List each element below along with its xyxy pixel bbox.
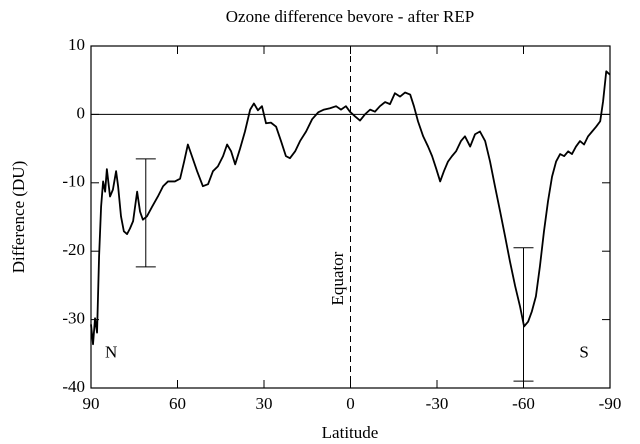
x-tick-label: 0 [346, 394, 355, 413]
y-tick-label: -40 [62, 377, 85, 396]
chart-title: Ozone difference bevore - after REP [226, 7, 474, 26]
x-tick-label: -90 [599, 394, 622, 413]
y-axis-label: Difference (DU) [9, 161, 28, 273]
y-tick-label: -30 [62, 309, 85, 328]
y-tick-label: -20 [62, 240, 85, 259]
y-tick-label: -10 [62, 172, 85, 191]
annotation: N [105, 343, 117, 362]
y-tick-label: 10 [68, 35, 85, 54]
annotation: Equator [328, 251, 347, 305]
x-axis-label: Latitude [322, 423, 379, 442]
y-tick-label: 0 [77, 103, 86, 122]
x-tick-label: -60 [512, 394, 535, 413]
x-tick-label: 30 [256, 394, 273, 413]
data-line [90, 70, 611, 346]
x-tick-label: 60 [169, 394, 186, 413]
annotation: S [579, 343, 588, 362]
x-tick-label: 90 [83, 394, 100, 413]
x-tick-label: -30 [426, 394, 449, 413]
